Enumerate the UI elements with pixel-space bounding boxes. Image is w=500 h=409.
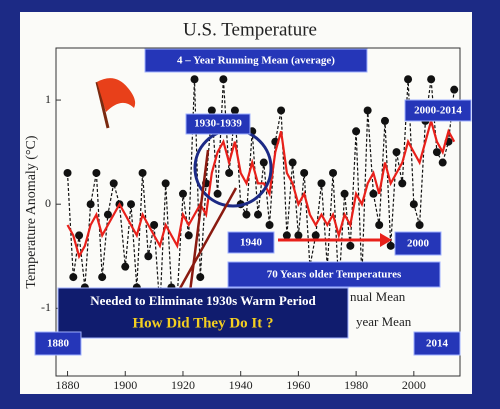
y-axis-label: Temperature Anomaly (°C) — [24, 135, 39, 288]
chart-title: U.S. Temperature — [183, 19, 317, 40]
annotation: 2000-2014 — [414, 105, 462, 117]
annotation-box — [144, 48, 368, 73]
data-point — [98, 273, 107, 282]
data-point — [121, 262, 130, 271]
data-point — [288, 158, 297, 167]
data-point — [92, 168, 101, 177]
x-tick-label: 2000 — [402, 378, 426, 392]
data-point — [219, 75, 228, 84]
data-point — [190, 75, 199, 84]
data-point — [369, 189, 378, 198]
data-point — [450, 85, 459, 94]
data-point — [409, 200, 418, 209]
plot-frame — [55, 47, 461, 377]
legend-entry: nual Mean — [350, 289, 406, 304]
data-point — [380, 116, 389, 125]
data-point — [282, 231, 291, 240]
data-point — [398, 179, 407, 188]
data-point — [150, 221, 159, 230]
annotation: 1930-1939 — [194, 118, 242, 130]
y-tick-label: 0 — [45, 196, 51, 210]
data-point — [438, 158, 447, 167]
x-tick-label: 1900 — [113, 378, 137, 392]
data-point — [184, 231, 193, 240]
data-point — [415, 221, 424, 230]
grid — [56, 99, 415, 376]
data-point — [86, 200, 95, 209]
annotation-box — [227, 261, 441, 288]
annotation-box — [227, 231, 275, 254]
data-point — [242, 210, 251, 219]
data-point — [294, 231, 303, 240]
data-point — [69, 273, 78, 282]
annotation-box — [34, 331, 82, 356]
annotation: Needed to Eliminate 1930s Warm Period — [90, 293, 316, 308]
data-point — [363, 106, 372, 115]
data-point — [103, 210, 112, 219]
data-point — [161, 179, 170, 188]
data-point — [277, 106, 286, 115]
data-point — [144, 252, 153, 261]
data-point — [329, 168, 338, 177]
data-point — [311, 231, 320, 240]
data-point — [213, 189, 222, 198]
data-point — [340, 189, 349, 198]
y-tick-label: -1 — [41, 300, 51, 314]
data-point — [392, 148, 401, 157]
data-point — [225, 168, 234, 177]
x-tick-label: 1880 — [56, 378, 80, 392]
data-point — [265, 221, 274, 230]
data-point — [63, 168, 72, 177]
data-point — [207, 106, 216, 115]
data-point — [386, 241, 395, 250]
x-tick-label: 1960 — [286, 378, 310, 392]
data-point — [254, 210, 262, 219]
annotation-box — [185, 113, 251, 135]
data-point — [259, 158, 268, 167]
data-point — [404, 75, 413, 84]
x-tick-label: 1920 — [171, 378, 195, 392]
annotation-box — [413, 331, 461, 356]
x-tick-label: 1980 — [344, 378, 368, 392]
data-point — [230, 106, 239, 115]
arrow-head — [380, 233, 392, 247]
data-point — [352, 127, 361, 136]
arrow — [176, 187, 238, 293]
data-point — [317, 179, 326, 188]
annotation: 2000 — [407, 238, 430, 250]
annotation: 4 – Year Running Mean (average) — [177, 55, 335, 67]
data-point — [196, 273, 205, 282]
annotation: 1940 — [240, 237, 263, 249]
annotation-box — [404, 99, 472, 122]
annotation-box — [57, 287, 349, 339]
annotation: 70 Years older Temperatures — [267, 269, 402, 281]
data-point — [75, 231, 84, 240]
data-point — [109, 179, 118, 188]
series-line — [66, 116, 456, 260]
annotation: How Did They Do It ? — [133, 315, 274, 331]
legend-entry: year Mean — [356, 314, 412, 329]
annotation-box — [394, 231, 442, 256]
arrow — [188, 149, 210, 293]
flag-icon — [95, 78, 136, 129]
data-point — [178, 189, 187, 198]
annotation: 1880 — [47, 338, 70, 350]
data-point — [375, 221, 384, 230]
data-point — [432, 148, 441, 157]
data-point — [427, 75, 436, 84]
data-point — [300, 168, 309, 177]
data-point — [138, 168, 147, 177]
data-point — [127, 200, 136, 209]
x-tick-label: 1940 — [229, 378, 253, 392]
y-tick-label: 1 — [45, 92, 51, 106]
annotation: 2014 — [426, 338, 449, 350]
data-point — [346, 241, 355, 250]
